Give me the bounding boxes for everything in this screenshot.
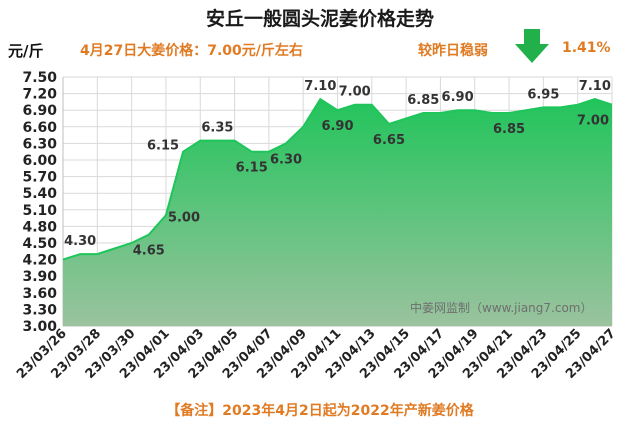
data-label: 4.30: [64, 234, 96, 249]
x-axis: 23/03/2623/03/2823/03/3023/04/0123/04/03…: [14, 325, 619, 382]
y-tick-label: 5.40: [22, 186, 57, 202]
data-label: 4.65: [133, 244, 165, 259]
y-tick-label: 3.60: [22, 286, 57, 302]
unit-label: 元/斤: [8, 42, 44, 60]
y-tick-label: 4.50: [22, 236, 57, 252]
data-label: 5.00: [168, 210, 200, 225]
y-tick-label: 3.00: [22, 319, 57, 335]
y-axis: 3.003.303.603.904.204.504.805.105.405.70…: [22, 70, 64, 335]
watermark: 中姜网监制（www.jiang7.com）: [410, 300, 592, 315]
y-tick-label: 7.50: [22, 70, 57, 86]
change-percent: 1.41%: [562, 40, 611, 56]
y-tick-label: 5.70: [22, 170, 57, 186]
data-label: 7.10: [304, 79, 336, 94]
data-label: 6.15: [147, 139, 179, 154]
data-label: 7.00: [577, 114, 609, 129]
y-tick-label: 6.30: [22, 136, 57, 152]
area-series: [62, 97, 613, 326]
data-label: 6.90: [321, 119, 353, 134]
y-tick-label: 6.00: [22, 153, 57, 169]
down-arrow-icon: [515, 29, 549, 63]
y-tick-label: 5.10: [22, 203, 57, 219]
data-label: 6.90: [442, 90, 474, 105]
data-label: 6.95: [527, 87, 559, 102]
data-label: 6.85: [407, 93, 439, 108]
data-label: 6.65: [373, 133, 405, 148]
area-fill: [63, 99, 612, 326]
data-label: 6.30: [270, 152, 302, 167]
data-label: 7.00: [339, 85, 371, 100]
data-label: 6.85: [493, 122, 525, 137]
y-tick-label: 4.20: [22, 253, 57, 269]
y-tick-label: 4.80: [22, 219, 57, 235]
y-tick-label: 6.60: [22, 120, 57, 136]
data-label: 6.15: [236, 161, 268, 176]
data-labels: 4.304.655.006.156.356.156.307.106.907.00…: [64, 79, 611, 259]
price-note: 4月27日大姜价格：7.00元/斤左右: [80, 43, 303, 59]
footnote: 【备注】2023年4月2日起为2022年产新姜价格: [166, 403, 474, 419]
y-tick-label: 7.20: [22, 87, 57, 103]
price-line: [62, 97, 613, 261]
data-label: 6.35: [201, 121, 233, 136]
y-tick-label: 6.90: [22, 103, 57, 119]
change-text: 较昨日稳弱: [418, 43, 488, 59]
y-tick-label: 3.90: [22, 269, 57, 285]
chart-title: 安丘一般圆头泥姜价格走势: [205, 8, 434, 30]
y-tick-label: 3.30: [22, 302, 57, 318]
data-label: 7.10: [579, 79, 611, 94]
